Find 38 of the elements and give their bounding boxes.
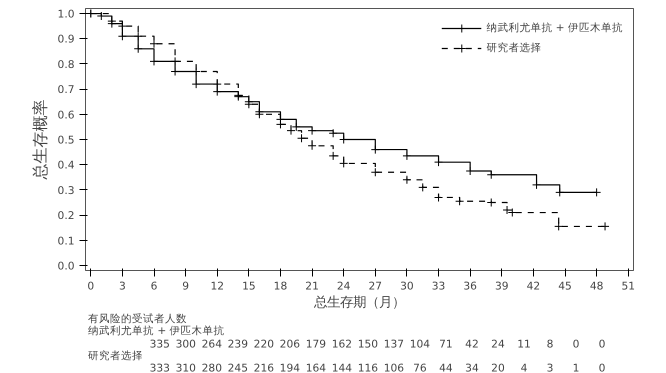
x-tick-label: 3 — [118, 280, 126, 292]
legend-label: 纳武利尤单抗 + 伊匹木单抗 — [486, 21, 623, 35]
y-tick-label: 0.7 — [58, 83, 75, 96]
text: 335 300 264 239 220 206 179 162 150 137 104 71 42 24 11 8 0 0 — [150, 338, 606, 350]
y-axis-title: 总生存概率 — [32, 100, 50, 180]
x-tick-label: 21 — [305, 280, 319, 292]
x-tick-label: 42 — [526, 280, 540, 292]
x-tick-label: 24 — [336, 280, 351, 292]
y-tick-label: 1.0 — [58, 8, 75, 21]
y-tick-label: 0.0 — [58, 259, 75, 272]
x-tick-label: 18 — [274, 280, 288, 292]
legend-label: 研究者选择 — [486, 41, 542, 55]
text: 研究者选择 — [88, 349, 143, 362]
text: 333 310 280 245 216 194 164 144 116 106 76 44 34 20 4 3 1 0 — [150, 362, 606, 373]
x-axis-title: 总生存期（月） — [313, 294, 405, 310]
x-tick-label: 27 — [368, 280, 382, 292]
y-tick-label: 0.2 — [58, 209, 75, 222]
x-tick-label: 33 — [432, 280, 446, 292]
y-tick-label: 0.3 — [58, 184, 75, 197]
x-tick-label: 6 — [150, 280, 158, 292]
x-tick-label: 39 — [494, 280, 509, 292]
x-tick-label: 48 — [590, 280, 604, 292]
x-tick-label: 51 — [621, 280, 636, 292]
x-tick-label: 36 — [463, 280, 478, 292]
text: 纳武利尤单抗 + 伊匹木单抗 — [88, 324, 225, 337]
y-tick-label: 0.6 — [58, 108, 75, 122]
y-tick-label: 0.1 — [58, 234, 75, 248]
y-tick-label: 0.8 — [58, 58, 75, 71]
y-tick-label: 0.4 — [58, 158, 75, 172]
x-tick-label: 9 — [182, 280, 190, 292]
x-tick-label: 45 — [558, 280, 572, 292]
x-tick-label: 30 — [400, 280, 414, 292]
x-tick-label: 15 — [242, 280, 256, 292]
x-tick-label: 0 — [87, 280, 94, 292]
x-tick-label: 12 — [210, 280, 224, 292]
y-tick-label: 0.5 — [58, 134, 75, 146]
y-tick-label: 0.9 — [58, 32, 75, 46]
text: 有风险的受试者人数 — [88, 312, 187, 325]
